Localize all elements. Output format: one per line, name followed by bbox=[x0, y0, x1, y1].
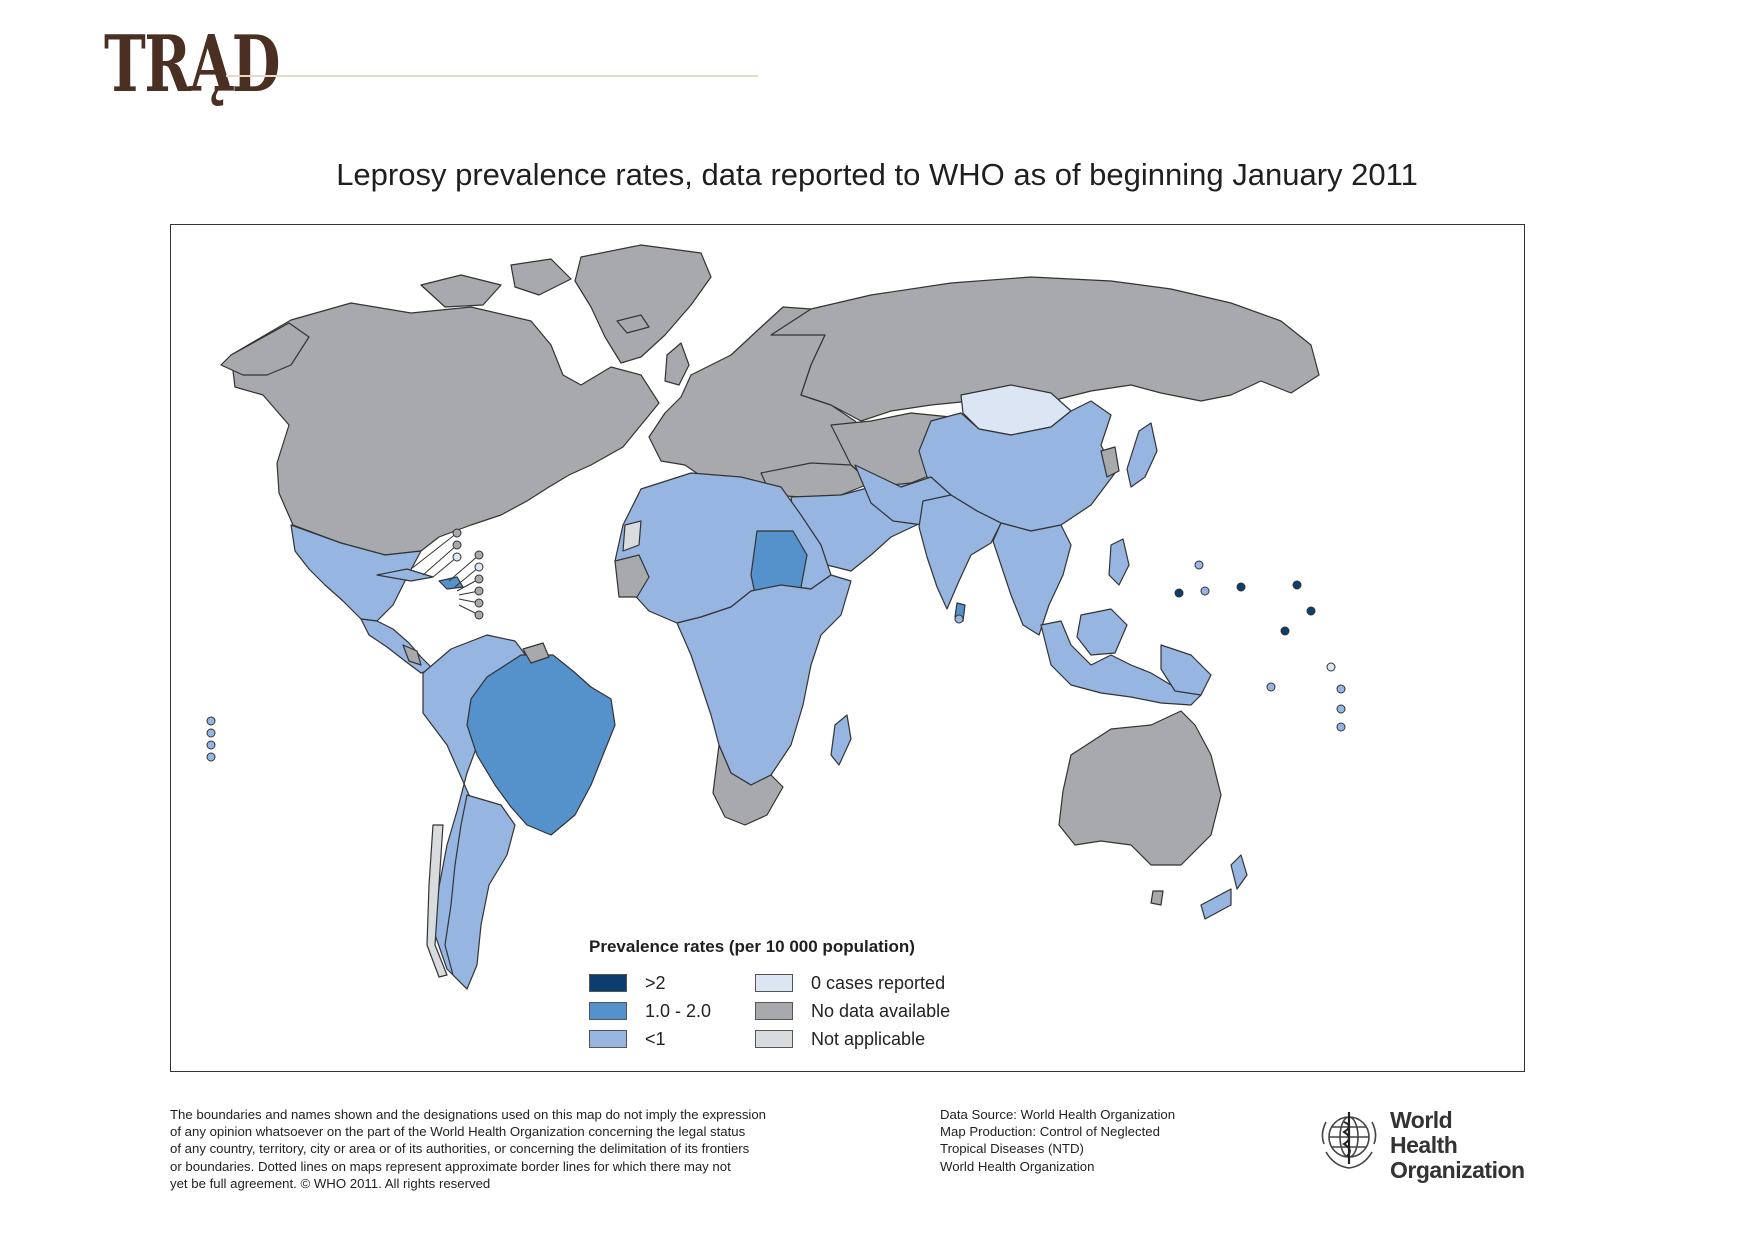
legend-swatch bbox=[755, 1030, 793, 1048]
header-rule bbox=[226, 75, 758, 77]
disclaimer-line: of any country, territory, city or area … bbox=[170, 1141, 750, 1157]
who-name-line: Organization bbox=[1390, 1157, 1525, 1183]
disclaimer-line: The boundaries and names shown and the d… bbox=[170, 1107, 767, 1122]
japan-region bbox=[1126, 422, 1158, 488]
alaska-region bbox=[220, 322, 310, 376]
legend-item-nodata: No data available bbox=[755, 1001, 950, 1021]
central-africa-region bbox=[676, 574, 852, 786]
argentina-region bbox=[444, 794, 516, 990]
legend-label: <1 bbox=[645, 1028, 666, 1049]
who-name: World Health Organization bbox=[1390, 1108, 1525, 1183]
source-line: Map Production: Control of Neglected bbox=[940, 1124, 1160, 1140]
southern-africa-nodata bbox=[712, 744, 784, 826]
russia-region bbox=[770, 276, 1320, 422]
guyana-nodata bbox=[522, 642, 550, 664]
legend-item-zero: 0 cases reported bbox=[755, 973, 945, 993]
who-emblem-icon bbox=[1321, 1112, 1377, 1169]
legend-item-high: >2 bbox=[589, 973, 666, 993]
legend-swatch bbox=[589, 1030, 627, 1048]
brazil-region bbox=[466, 654, 616, 836]
southeast-asia-region bbox=[992, 522, 1072, 636]
legend-label: Not applicable bbox=[811, 1028, 926, 1049]
central-america-nodata bbox=[402, 644, 422, 666]
uk-region bbox=[664, 342, 690, 386]
korea-region bbox=[1100, 446, 1120, 478]
legend-item-mid: 1.0 - 2.0 bbox=[589, 1001, 711, 1021]
legend-label: No data available bbox=[811, 1000, 951, 1021]
legend-swatch bbox=[589, 974, 627, 992]
central-america-region bbox=[360, 618, 434, 674]
caribbean-callouts bbox=[410, 528, 484, 620]
map-disclaimer: The boundaries and names shown and the d… bbox=[170, 1106, 860, 1192]
chile-na-strip bbox=[426, 824, 448, 978]
png-region bbox=[1160, 644, 1212, 696]
legend-swatch bbox=[755, 1002, 793, 1020]
legend-item-low: <1 bbox=[589, 1029, 666, 1049]
legend-title: Prevalence rates (per 10 000 population) bbox=[589, 937, 915, 956]
data-source-credits: Data Source: World Health Organization M… bbox=[940, 1106, 1260, 1175]
west-africa-nodata bbox=[614, 554, 650, 598]
borneo-region bbox=[1076, 608, 1128, 656]
canada-arctic-islands bbox=[420, 258, 572, 308]
world-map-frame: Prevalence rates (per 10 000 population)… bbox=[170, 224, 1525, 1072]
legend-label: >2 bbox=[645, 972, 666, 993]
greenland-region bbox=[574, 244, 712, 364]
disclaimer-line: yet be full agreement. © WHO 2011. All r… bbox=[170, 1175, 491, 1191]
india-region bbox=[918, 494, 1002, 610]
hispaniola-region bbox=[438, 576, 464, 590]
australia-region bbox=[1058, 710, 1222, 866]
trad-logo-word: TRĄD bbox=[104, 19, 280, 110]
philippines-region bbox=[1108, 538, 1130, 586]
pacific-island-markers bbox=[206, 560, 1346, 762]
legend-item-na: Not applicable bbox=[755, 1029, 925, 1049]
legend-label: 1.0 - 2.0 bbox=[645, 1000, 712, 1021]
source-line: Data Source: World Health Organization bbox=[940, 1107, 1176, 1122]
legend-label: 0 cases reported bbox=[811, 972, 946, 993]
north-america-region bbox=[230, 302, 660, 556]
disclaimer-line: or boundaries. Dotted lines on maps repr… bbox=[170, 1158, 731, 1174]
iceland-region bbox=[616, 314, 650, 334]
tasmania-region bbox=[1150, 890, 1164, 906]
source-line: Tropical Diseases (NTD) bbox=[940, 1141, 1084, 1157]
legend-swatch bbox=[755, 974, 793, 992]
map-legend: Prevalence rates (per 10 000 population)… bbox=[589, 937, 1049, 1057]
new-zealand-region bbox=[1200, 854, 1248, 920]
who-logo: World Health Organization bbox=[1314, 1104, 1525, 1183]
world-map bbox=[206, 244, 1346, 990]
western-sahara-na bbox=[622, 520, 642, 552]
map-title: Leprosy prevalence rates, data reported … bbox=[336, 157, 1418, 192]
who-name-line: World Health bbox=[1390, 1107, 1458, 1158]
disclaimer-line: of any opinion whatsoever on the part of… bbox=[170, 1124, 746, 1140]
legend-swatch bbox=[589, 1002, 627, 1020]
source-line: World Health Organization bbox=[940, 1158, 1095, 1174]
madagascar-region bbox=[830, 714, 852, 766]
